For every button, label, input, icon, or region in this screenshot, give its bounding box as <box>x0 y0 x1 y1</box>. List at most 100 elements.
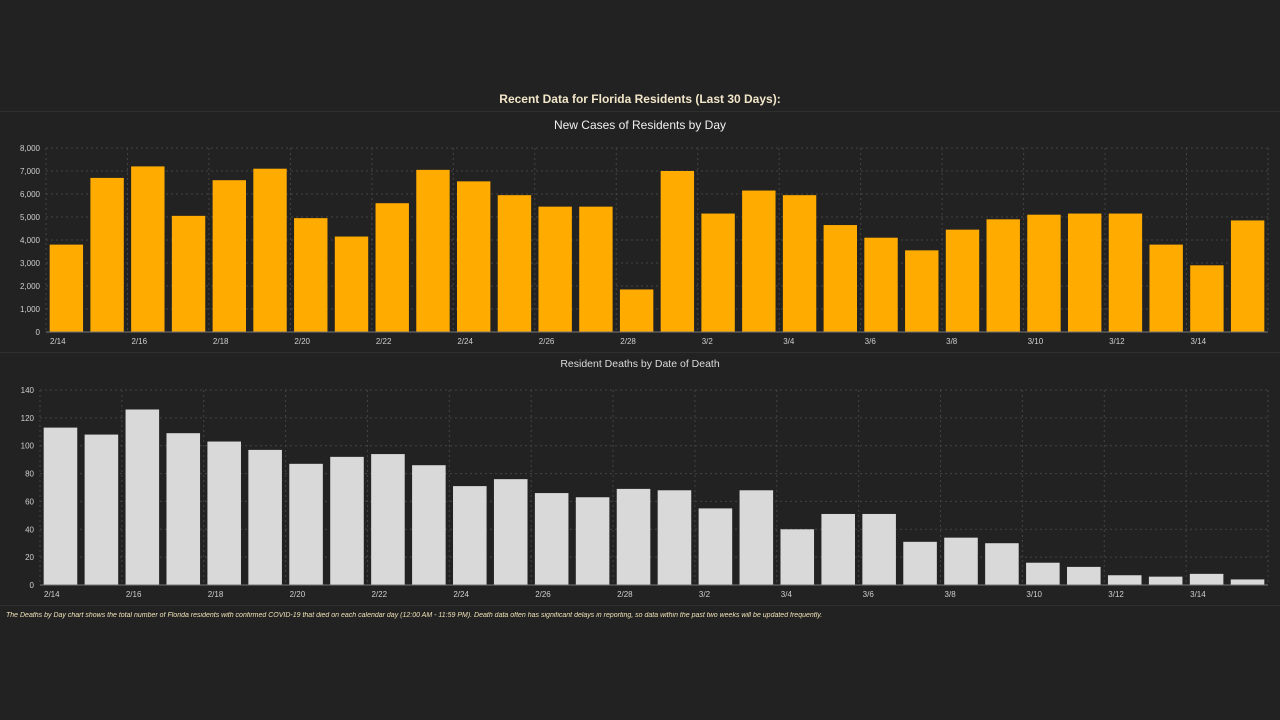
case-bar-3-5[interactable] <box>823 225 858 332</box>
footer-divider <box>0 605 1280 606</box>
case-bar-3-7[interactable] <box>905 250 939 332</box>
y-tick-label: 20 <box>25 553 34 562</box>
death-bar-2-19[interactable] <box>248 449 282 585</box>
x-tick-label: 2/14 <box>44 590 60 599</box>
x-tick-label: 3/2 <box>699 590 711 599</box>
x-tick-label: 2/20 <box>290 590 306 599</box>
death-bar-3-11[interactable] <box>1067 566 1101 585</box>
case-bar-2-20[interactable] <box>294 218 328 332</box>
death-bar-2-21[interactable] <box>330 456 364 585</box>
case-bar-2-27[interactable] <box>579 206 613 332</box>
x-tick-label: 3/14 <box>1191 337 1207 346</box>
y-tick-label: 60 <box>25 497 34 506</box>
deaths-chart-title: Resident Deaths by Date of Death <box>560 358 720 370</box>
case-bar-3-15[interactable] <box>1230 220 1265 332</box>
x-tick-label: 2/22 <box>371 590 387 599</box>
x-tick-label: 3/8 <box>946 337 958 346</box>
case-bar-2-23[interactable] <box>416 169 450 332</box>
case-bar-3-10[interactable] <box>1027 214 1061 332</box>
case-bar-3-13[interactable] <box>1149 244 1183 332</box>
death-bar-3-7[interactable] <box>903 541 937 585</box>
x-tick-label: 2/28 <box>617 590 633 599</box>
death-bar-3-14[interactable] <box>1189 573 1224 585</box>
case-bar-3-11[interactable] <box>1067 213 1102 332</box>
y-tick-label: 7,000 <box>20 167 41 176</box>
x-tick-label: 2/24 <box>453 590 469 599</box>
case-bar-3-6[interactable] <box>864 237 898 332</box>
x-tick-label: 3/2 <box>702 337 714 346</box>
y-tick-label: 100 <box>21 442 35 451</box>
y-tick-label: 0 <box>30 581 35 590</box>
case-bar-2-28[interactable] <box>619 289 654 332</box>
case-bar-2-25[interactable] <box>497 195 532 332</box>
case-bar-3-9[interactable] <box>986 219 1020 332</box>
case-bar-3-12[interactable] <box>1108 213 1143 332</box>
case-bar-2-24[interactable] <box>456 181 491 332</box>
dashboard-title: Recent Data for Florida Residents (Last … <box>499 92 781 106</box>
x-tick-label: 3/4 <box>781 590 793 599</box>
y-tick-label: 1,000 <box>20 305 41 314</box>
case-bar-2-14[interactable] <box>49 244 84 332</box>
death-bar-3-5[interactable] <box>821 513 855 585</box>
case-bar-2-26[interactable] <box>538 206 572 332</box>
y-tick-label: 0 <box>36 328 41 337</box>
case-bar-2-19[interactable] <box>253 168 287 332</box>
cases-bar-chart: 0 1,000 2,000 3,000 4,000 5,000 6,000 7,000 8,00… <box>20 144 1269 346</box>
case-bar-3-8[interactable] <box>945 229 980 332</box>
death-bar-2-28[interactable] <box>616 488 651 585</box>
y-tick-label: 8,000 <box>20 144 41 153</box>
x-tick-label: 3/12 <box>1109 337 1125 346</box>
case-bar-3-1[interactable] <box>660 171 695 332</box>
x-tick-label: 2/20 <box>294 337 310 346</box>
deaths-bar-chart: 0 20 40 60 80 100 120 140 2/14 2/16 2/18 2/20 2/22 2/… <box>21 386 1269 599</box>
death-bar-3-12[interactable] <box>1107 575 1142 585</box>
x-tick-label: 2/22 <box>376 337 392 346</box>
death-bar-2-24[interactable] <box>453 486 487 585</box>
cases-chart-title: New Cases of Residents by Day <box>553 118 727 132</box>
death-bar-3-2[interactable] <box>698 508 733 585</box>
death-bar-2-20[interactable] <box>289 463 323 585</box>
y-tick-label: 120 <box>21 414 35 423</box>
death-bar-2-27[interactable] <box>575 497 610 585</box>
case-bar-2-16[interactable] <box>131 166 165 332</box>
x-tick-label: 2/24 <box>457 337 473 346</box>
y-tick-label: 5,000 <box>20 213 41 222</box>
death-bar-2-18[interactable] <box>207 441 241 585</box>
x-tick-label: 2/26 <box>535 590 551 599</box>
death-bar-2-23[interactable] <box>412 465 446 585</box>
death-bar-2-26[interactable] <box>534 493 569 585</box>
death-bar-2-25[interactable] <box>493 479 528 585</box>
case-bar-3-3[interactable] <box>742 190 776 332</box>
death-bar-3-4[interactable] <box>780 529 815 585</box>
case-bar-3-14[interactable] <box>1190 265 1224 332</box>
death-bar-2-16[interactable] <box>125 409 160 586</box>
death-bar-3-8[interactable] <box>944 537 978 585</box>
x-tick-label: 2/14 <box>50 337 66 346</box>
x-tick-label: 2/26 <box>539 337 555 346</box>
y-tick-label: 40 <box>25 525 34 534</box>
x-tick-label: 3/4 <box>783 337 795 346</box>
case-bar-2-21[interactable] <box>334 236 369 332</box>
death-bar-3-6[interactable] <box>862 513 896 585</box>
death-bar-2-15[interactable] <box>84 434 119 585</box>
x-tick-label: 3/12 <box>1108 590 1124 599</box>
case-bar-3-2[interactable] <box>701 213 735 332</box>
death-bar-2-14[interactable] <box>43 427 78 585</box>
x-tick-label: 3/8 <box>945 590 957 599</box>
x-tick-label: 2/18 <box>213 337 229 346</box>
case-bar-2-18[interactable] <box>212 180 247 332</box>
death-bar-3-9[interactable] <box>985 543 1019 585</box>
death-bar-3-15[interactable] <box>1230 579 1265 585</box>
case-bar-2-15[interactable] <box>90 177 124 332</box>
death-bar-2-17[interactable] <box>166 433 201 585</box>
death-bar-3-3[interactable] <box>739 490 774 585</box>
y-tick-label: 2,000 <box>20 282 41 291</box>
x-tick-label: 3/6 <box>865 337 877 346</box>
case-bar-3-4[interactable] <box>782 195 817 332</box>
death-bar-3-13[interactable] <box>1148 576 1183 585</box>
death-bar-2-22[interactable] <box>371 454 405 585</box>
death-bar-3-1[interactable] <box>657 490 692 585</box>
death-bar-3-10[interactable] <box>1026 562 1060 585</box>
case-bar-2-22[interactable] <box>375 203 409 332</box>
case-bar-2-17[interactable] <box>171 215 206 332</box>
